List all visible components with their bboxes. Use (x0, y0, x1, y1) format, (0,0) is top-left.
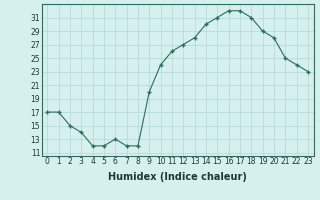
X-axis label: Humidex (Indice chaleur): Humidex (Indice chaleur) (108, 172, 247, 182)
